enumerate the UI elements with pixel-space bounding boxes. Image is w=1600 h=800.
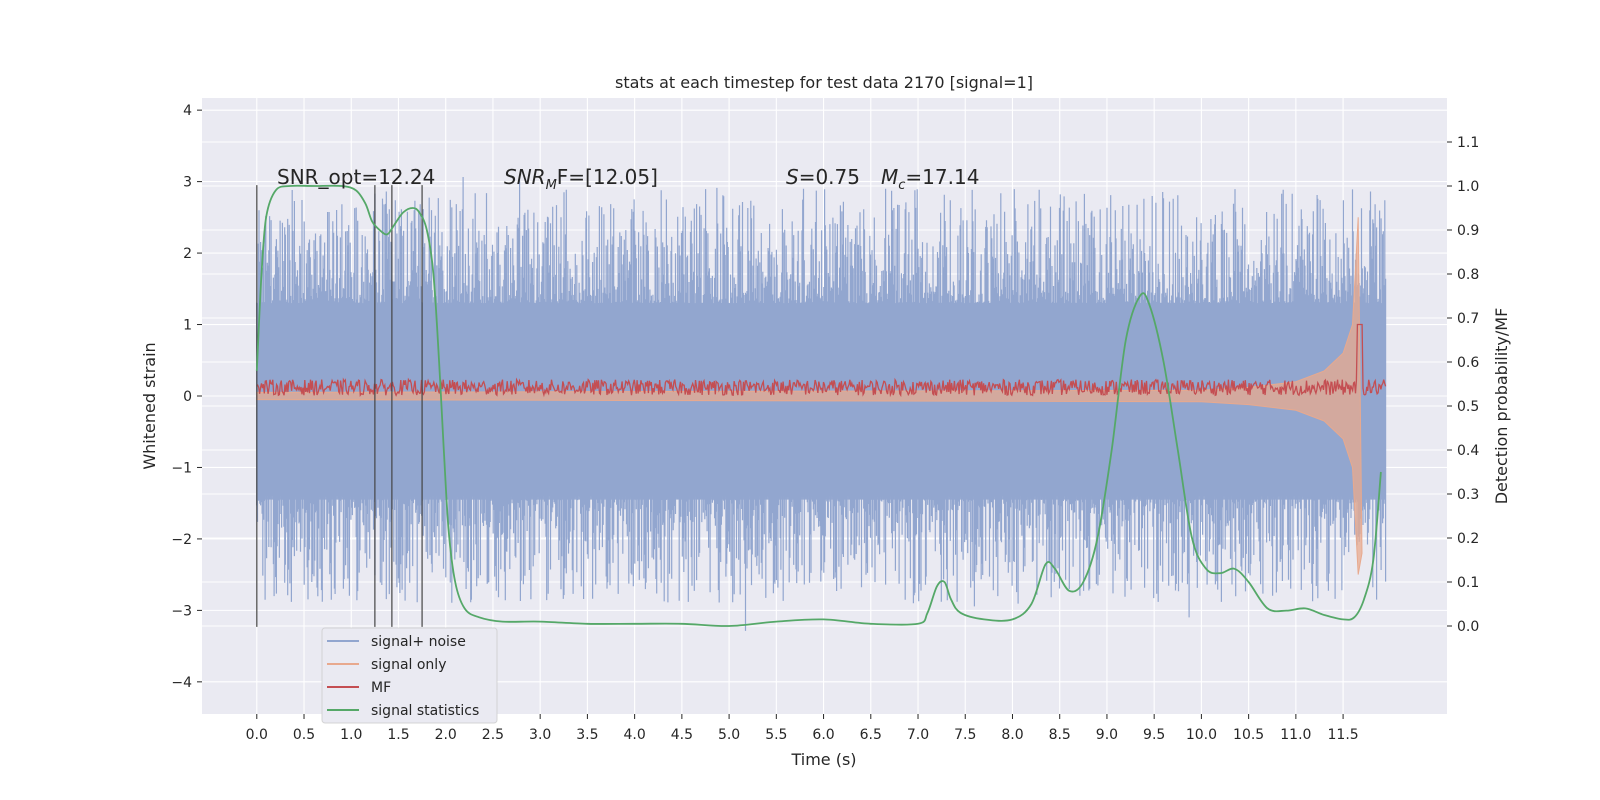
right-y-tick-label: 1.0 <box>1457 179 1479 195</box>
right-y-tick-label: 0.9 <box>1457 223 1479 239</box>
right-y-tick-label: 0.7 <box>1457 311 1479 327</box>
x-tick-label: 11.5 <box>1328 727 1359 743</box>
legend-box <box>321 627 498 724</box>
legend-label-signal-statistics: signal statistics <box>371 703 479 719</box>
right-y-axis-label: Detection probability/MF <box>1492 308 1511 505</box>
right-y-tick-label: 0.3 <box>1457 487 1479 503</box>
x-axis-label: Time (s) <box>790 750 856 769</box>
mc-annotation: Mc=17.14 <box>881 165 979 193</box>
right-y-tick-label: 1.1 <box>1457 135 1479 151</box>
left-y-tick-label: 0 <box>183 389 192 405</box>
x-tick-label: 5.0 <box>718 727 740 743</box>
x-tick-label: 0.0 <box>246 727 268 743</box>
left-y-tick-label: 4 <box>183 103 192 119</box>
x-tick-label: 1.0 <box>340 727 362 743</box>
x-tick-label: 6.0 <box>812 727 834 743</box>
x-tick-label: 2.5 <box>482 727 504 743</box>
right-y-tick-label: 0.4 <box>1457 443 1479 459</box>
right-y-tick-label: 0.2 <box>1457 531 1479 547</box>
x-tick-label: 9.5 <box>1143 727 1165 743</box>
right-y-tick-label: 0.0 <box>1457 619 1479 635</box>
x-tick-label: 10.5 <box>1233 727 1264 743</box>
x-tick-label: 1.5 <box>387 727 409 743</box>
left-y-tick-label: −3 <box>171 603 192 619</box>
mf-trace <box>256 323 1387 398</box>
x-tick-label: 8.5 <box>1049 727 1071 743</box>
signal-statistics-series <box>255 184 1382 627</box>
x-tick-label: 10.0 <box>1186 727 1217 743</box>
right-y-tick-label: 0.6 <box>1457 355 1479 371</box>
left-y-tick-label: 1 <box>183 318 192 334</box>
s-annotation: S=0.75 <box>786 165 860 189</box>
mf-series <box>256 323 1387 398</box>
right-y-tick-label: 0.5 <box>1457 399 1479 415</box>
left-y-axis-label: Whitened strain <box>140 342 159 469</box>
right-y-tick-label: 0.1 <box>1457 575 1479 591</box>
left-y-tick-label: 3 <box>183 175 192 191</box>
right-y-axis-ticks: 0.0 0.1 0.2 0.3 0.4 0.5 0.6 0.7 0.8 0.9 1.0 1.1 <box>1447 135 1479 635</box>
legend-label-mf: MF <box>371 680 391 696</box>
legend: signal+ noise signal only MF signal stat… <box>321 627 498 724</box>
left-y-tick-label: −1 <box>171 460 192 476</box>
left-y-tick-label: 2 <box>183 246 192 262</box>
x-tick-label: 6.5 <box>860 727 882 743</box>
snr-mf-annotation: SNRMF=[12.05] <box>504 165 658 193</box>
legend-label-signal-only: signal only <box>371 657 446 673</box>
x-tick-label: 3.0 <box>529 727 551 743</box>
vertical-markers <box>256 185 423 627</box>
x-tick-label: 7.0 <box>907 727 929 743</box>
left-y-tick-label: −2 <box>171 532 192 548</box>
x-tick-label: 9.0 <box>1096 727 1118 743</box>
x-tick-label: 3.5 <box>576 727 598 743</box>
chart-title: stats at each timestep for test data 217… <box>615 73 1033 92</box>
legend-label-signal-noise: signal+ noise <box>371 634 466 650</box>
x-tick-label: 4.5 <box>671 727 693 743</box>
x-tick-label: 4.0 <box>623 727 645 743</box>
x-tick-label: 8.0 <box>1001 727 1023 743</box>
snr-opt-annotation: SNR_opt=12.24 <box>277 165 435 189</box>
x-tick-label: 5.5 <box>765 727 787 743</box>
left-y-axis-ticks: −4 −3 −2 −1 0 1 2 3 4 <box>171 103 202 691</box>
right-y-tick-label: 0.8 <box>1457 267 1479 283</box>
x-tick-label: 0.5 <box>293 727 315 743</box>
x-axis-ticks: 0.0 0.5 1.0 1.5 2.0 2.5 3.0 3.5 4.0 4.5 5.0 5.5 6.0 6… <box>246 714 1359 743</box>
x-tick-label: 11.0 <box>1280 727 1311 743</box>
signal-statistics-trace <box>255 184 1382 627</box>
x-tick-label: 7.5 <box>954 727 976 743</box>
x-tick-label: 2.0 <box>435 727 457 743</box>
left-y-tick-label: −4 <box>171 675 192 691</box>
